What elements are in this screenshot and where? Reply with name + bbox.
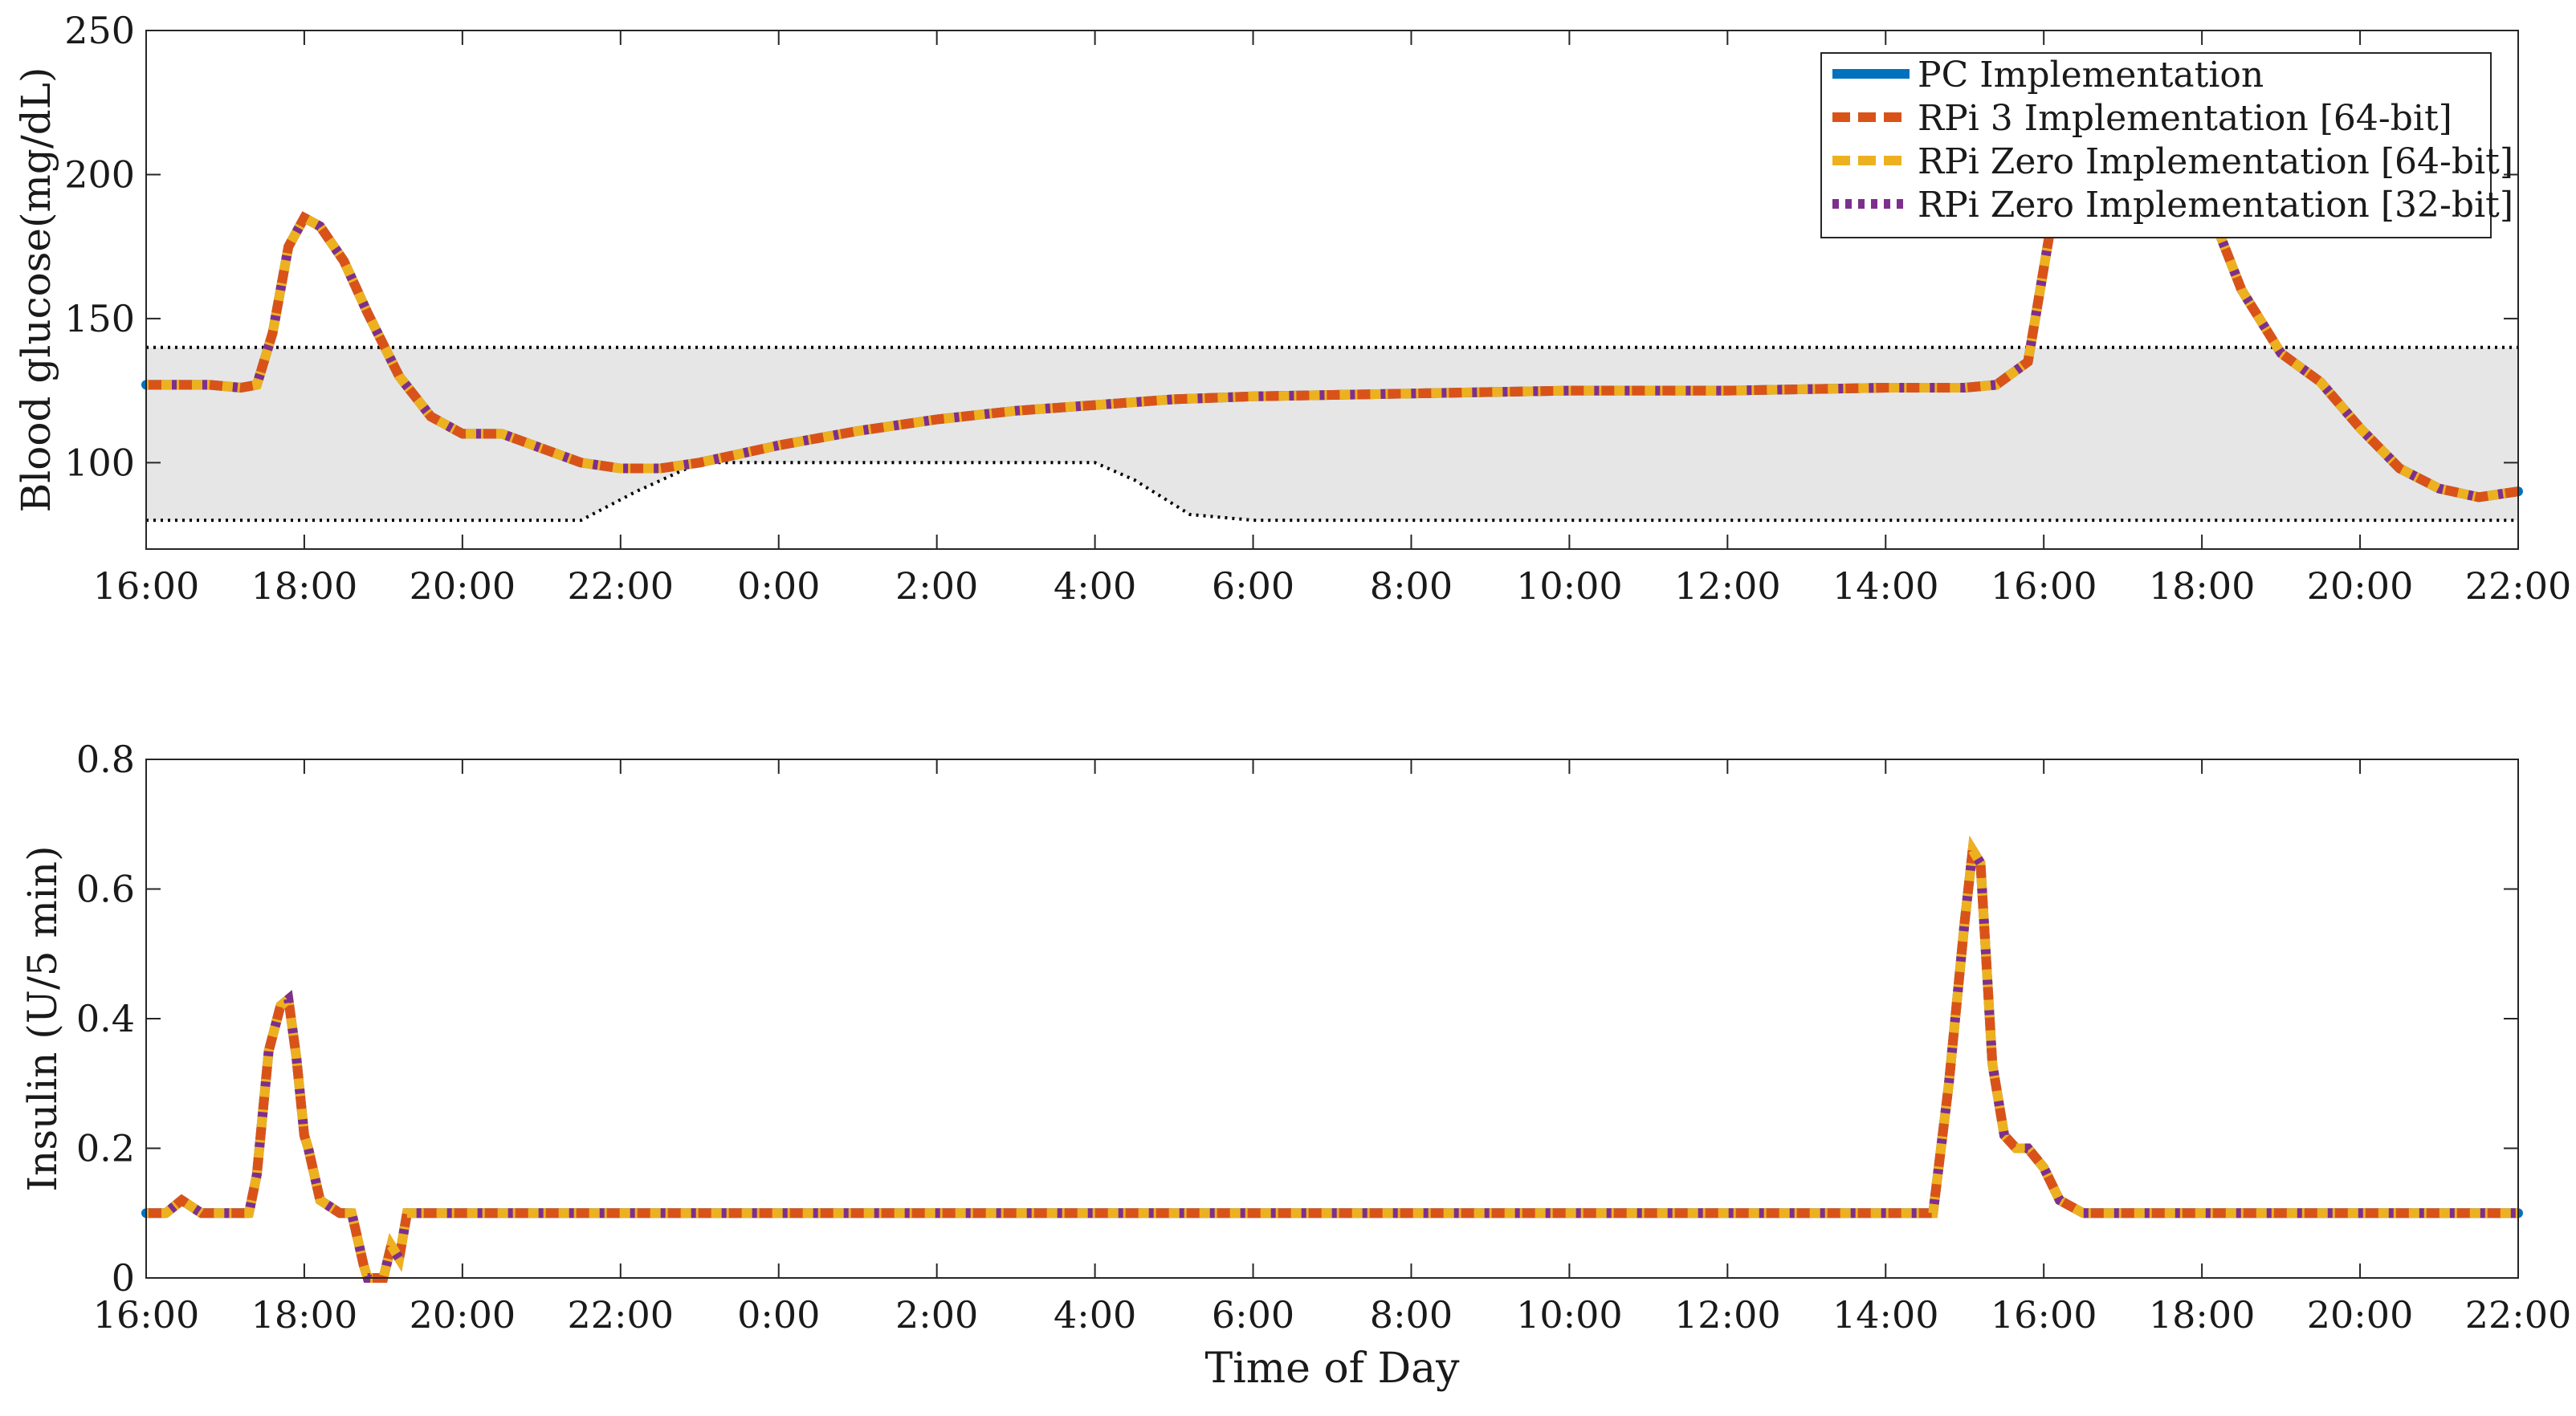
glucose-xtick-label: 18:00 <box>2149 564 2256 608</box>
insulin-panel: 16:00 18:00 20:00 22:00 0:00 2:00 4:00 6:00 8:00… <box>19 738 2571 1393</box>
legend-label: PC Implementation <box>1918 55 2264 96</box>
insulin-xtick-label: 18:00 <box>2149 1293 2256 1337</box>
insulin-ytick-label: 0.2 <box>76 1127 135 1170</box>
insulin-tick-labels: 16:00 18:00 20:00 22:00 0:00 2:00 4:00 6:00 8:00… <box>76 738 2571 1337</box>
glucose-xtick-label: 22:00 <box>2465 564 2572 608</box>
glucose-tick-labels: 16:00 18:00 20:00 22:00 0:00 2:00 4:00 6:00 8:00… <box>64 9 2571 608</box>
glucose-xtick-label: 6:00 <box>1212 564 1294 608</box>
insulin-xtick-label: 2:00 <box>895 1293 978 1337</box>
glucose-axes-box <box>145 30 2519 550</box>
insulin-xtick-label: 8:00 <box>1370 1293 1453 1337</box>
glucose-xtick-label: 4:00 <box>1054 564 1136 608</box>
glucose-ylabel: Blood glucose(mg/dL) <box>13 67 59 513</box>
glucose-series-rpizero-32 <box>146 59 2519 503</box>
glucose-ytick-label: 200 <box>64 153 135 196</box>
insulin-xtick-label: 16:00 <box>1991 1293 2097 1337</box>
insulin-xtick-label: 14:00 <box>1832 1293 1939 1337</box>
insulin-xtick-label: 10:00 <box>1516 1293 1623 1337</box>
insulin-xtick-label: 16:00 <box>93 1293 200 1337</box>
insulin-xtick-label: 20:00 <box>410 1293 516 1337</box>
glucose-xtick-label: 20:00 <box>410 564 516 608</box>
glucose-xtick-label: 16:00 <box>1991 564 2097 608</box>
insulin-xtick-label: 22:00 <box>568 1293 675 1337</box>
legend-label: RPi Zero Implementation [32-bit] <box>1918 185 2513 226</box>
glucose-xtick-label: 12:00 <box>1674 564 1781 608</box>
legend-label: RPi Zero Implementation [64-bit] <box>1918 141 2513 182</box>
glucose-xtick-label: 22:00 <box>568 564 675 608</box>
glucose-ytick-label: 150 <box>64 297 135 340</box>
target-lower-line <box>146 461 2518 523</box>
insulin-xtick-label: 4:00 <box>1054 1293 1136 1337</box>
insulin-plot-area <box>146 759 2518 1278</box>
legend-label: RPi 3 Implementation [64-bit] <box>1918 98 2452 139</box>
insulin-xtick-label: 20:00 <box>2307 1293 2414 1337</box>
glucose-xtick-label: 18:00 <box>251 564 358 608</box>
insulin-axes-box <box>145 759 2519 1279</box>
insulin-ytick-label: 0.4 <box>76 997 135 1040</box>
insulin-xtick-label: 0:00 <box>737 1293 820 1337</box>
insulin-ytick-label: 0.6 <box>76 868 135 911</box>
insulin-series-rpizero-64 <box>146 835 2518 1283</box>
insulin-xtick-label: 12:00 <box>1674 1293 1781 1337</box>
glucose-xtick-label: 2:00 <box>895 564 978 608</box>
insulin-xtick-label: 18:00 <box>251 1293 358 1337</box>
glucose-xtick-label: 16:00 <box>93 564 200 608</box>
insulin-ylabel: Insulin (U/5 min) <box>19 845 66 1191</box>
insulin-series-group <box>141 835 2523 1283</box>
glucose-xtick-label: 20:00 <box>2307 564 2414 608</box>
legend-box <box>1820 52 2492 238</box>
glucose-ytick-label: 250 <box>64 9 135 52</box>
glucose-xtick-label: 14:00 <box>1832 564 1939 608</box>
insulin-ytick-label: 0 <box>112 1256 135 1300</box>
glucose-panel: 16:00 18:00 20:00 22:00 0:00 2:00 4:00 6:00 8:00… <box>13 9 2571 608</box>
insulin-ytick-label: 0.8 <box>76 738 135 781</box>
insulin-xtick-label: 6:00 <box>1212 1293 1294 1337</box>
glucose-xtick-label: 8:00 <box>1370 564 1453 608</box>
insulin-xtick-label: 22:00 <box>2465 1293 2572 1337</box>
glucose-xtick-label: 0:00 <box>737 564 820 608</box>
glucose-ytick-label: 100 <box>64 441 135 484</box>
glucose-xtick-label: 10:00 <box>1516 564 1623 608</box>
insulin-xlabel: Time of Day <box>1204 1345 1460 1393</box>
